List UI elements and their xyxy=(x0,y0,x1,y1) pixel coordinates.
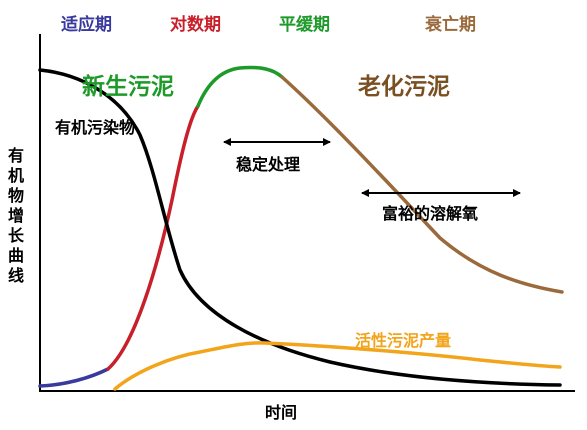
active-sludge-yield-label: 活性污泥产量 xyxy=(355,331,451,350)
organic-pollutant-curve xyxy=(38,68,562,387)
active-sludge-yield-curve xyxy=(113,341,562,391)
y-axis-title-char: 物 xyxy=(8,186,24,205)
growth-curve-log-segment xyxy=(106,104,200,371)
organic-matter-label: 有机污染物 xyxy=(55,118,135,137)
phase-label-decline: 衰亡期 xyxy=(424,14,476,35)
y-axis-title-char: 增 xyxy=(8,206,24,225)
rich-dissolved-oxygen-label: 富裕的溶解氧 xyxy=(382,204,478,223)
y-axis-title-char: 有 xyxy=(8,146,24,165)
y-axis-title-char: 长 xyxy=(8,226,25,245)
y-axis-title: 有 机 物 增 长 曲 线 xyxy=(8,146,25,285)
y-axis-title-char: 线 xyxy=(8,266,24,285)
phase-label-log: 对数期 xyxy=(170,14,221,35)
growth-curve-lag-segment xyxy=(38,367,110,388)
y-axis-title-char: 机 xyxy=(8,166,24,185)
new-sludge-label: 新生污泥 xyxy=(82,73,174,100)
phase-label-stationary: 平缓期 xyxy=(279,14,330,35)
aged-sludge-label: 老化污泥 xyxy=(357,73,450,100)
growth-curve-decline-segment xyxy=(280,75,564,294)
stable-treatment-label: 稳定处理 xyxy=(236,155,300,174)
phase-label-lag: 适应期 xyxy=(61,14,112,35)
growth-curve-stationary-segment xyxy=(196,65,284,108)
y-axis-title-char: 曲 xyxy=(8,246,24,265)
x-axis-title: 时间 xyxy=(265,403,297,422)
